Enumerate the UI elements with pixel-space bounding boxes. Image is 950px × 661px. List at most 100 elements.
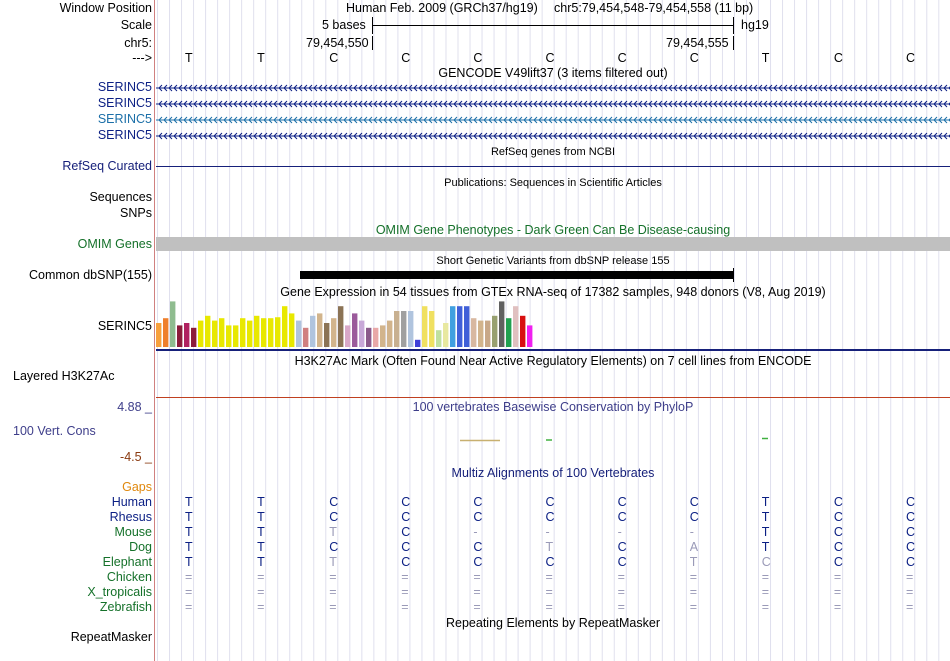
gencode-gene-lines[interactable] [156, 80, 950, 144]
gtex-tissue-bar [282, 306, 288, 347]
repeatmasker-track-title: Repeating Elements by RepeatMasker [445, 616, 660, 630]
species-label[interactable]: Chicken [106, 570, 152, 584]
snps-label[interactable]: SNPs [120, 206, 152, 220]
species-label[interactable]: Human [111, 495, 152, 509]
track-label-divider [154, 0, 155, 661]
gtex-expression-chart[interactable] [156, 299, 536, 348]
refseq-curated-label[interactable]: RefSeq Curated [62, 159, 152, 173]
gtex-tissue-bar [527, 325, 533, 347]
alignment-base: T [689, 555, 698, 569]
gtex-tissue-bar [247, 320, 253, 347]
phylop-track-title: 100 vertebrates Basewise Conservation by… [412, 400, 694, 414]
reference-base: C [473, 51, 483, 65]
alignment-base: T [329, 525, 337, 539]
alignment-base: = [401, 570, 409, 584]
gencode-strand-arrows [158, 84, 950, 92]
scale-bar [373, 25, 733, 26]
gtex-tissue-bar [212, 320, 218, 347]
alignment-base: C [473, 495, 483, 509]
alignment-base: = [329, 585, 337, 599]
alignment-base: = [257, 570, 265, 584]
gencode-gene-label[interactable]: SERINC5 [97, 96, 152, 110]
alignment-base: C [833, 525, 843, 539]
alignment-base: = [473, 600, 481, 614]
alignment-base: C [401, 525, 411, 539]
species-label[interactable]: Zebrafish [99, 600, 152, 614]
alignment-base: C [833, 555, 843, 569]
alignment-base: T [257, 555, 265, 569]
alignment-base: C [833, 510, 843, 524]
alignment-base: C [689, 495, 699, 509]
gtex-tissue-bar [170, 301, 176, 347]
alignment-base: C [473, 510, 483, 524]
sequences-label[interactable]: Sequences [89, 190, 152, 204]
gtex-tissue-bar [485, 320, 491, 347]
phylop-conservation-plot[interactable] [156, 434, 950, 446]
alignment-base: T [185, 510, 193, 524]
alignment-base: = [617, 585, 625, 599]
alignment-base: C [329, 495, 339, 509]
gtex-tissue-bar [296, 320, 302, 347]
gtex-tissue-bar [387, 320, 393, 347]
alignment-base: = [617, 600, 625, 614]
alignment-base: = [761, 570, 770, 584]
gtex-tissue-bar [345, 325, 351, 347]
alignment-base: = [689, 570, 697, 584]
reference-base: C [833, 51, 843, 65]
vert-cons-label[interactable]: 100 Vert. Cons [13, 424, 96, 438]
alignment-base: = [761, 600, 770, 614]
dbsnp-variant-bar[interactable] [300, 271, 734, 279]
alignment-base: = [473, 570, 481, 584]
alignment-base: C [906, 510, 916, 524]
alignment-base: = [761, 585, 770, 599]
alignment-base: = [545, 600, 553, 614]
species-label[interactable]: Elephant [102, 555, 152, 569]
assembly-label: Human Feb. 2009 (GRCh37/hg19) [346, 1, 538, 15]
gtex-tissue-bar [219, 318, 225, 347]
gtex-tissue-bar [457, 306, 463, 347]
alignment-base: T [761, 510, 770, 524]
reference-base: C [401, 51, 411, 65]
reference-base: T [257, 51, 265, 65]
layered-h3k27ac-label[interactable]: Layered H3K27Ac [13, 369, 115, 383]
refseq-gene-line[interactable] [156, 166, 950, 167]
assembly-db-label: hg19 [741, 18, 769, 32]
omim-genes-label[interactable]: OMIM Genes [77, 237, 152, 251]
gencode-gene-label[interactable]: SERINC5 [97, 128, 152, 142]
species-label[interactable]: X_tropicalis [87, 585, 152, 599]
omim-gene-bar[interactable] [156, 237, 950, 251]
species-label[interactable]: Dog [129, 540, 152, 554]
gencode-gene-label[interactable]: SERINC5 [97, 112, 152, 126]
alignment-base: C [761, 555, 771, 569]
reference-base: T [761, 51, 770, 65]
reference-base: C [617, 51, 627, 65]
gaps-label[interactable]: Gaps [122, 480, 152, 494]
gtex-tissue-bar [177, 325, 183, 347]
h3k27ac-track-title: H3K27Ac Mark (Often Found Near Active Re… [294, 354, 812, 368]
h3k27ac-signal-line[interactable] [156, 397, 950, 398]
gencode-track-title: GENCODE V49lift37 (3 items filtered out) [438, 66, 668, 80]
gencode-gene-label[interactable]: SERINC5 [97, 80, 152, 94]
gtex-tissue-bar [303, 327, 309, 347]
gtex-tissue-bar [156, 323, 162, 347]
gtex-tissue-bar [443, 323, 449, 347]
alignment-base: = [257, 600, 265, 614]
coord-right-tick [733, 36, 734, 50]
species-label[interactable]: Mouse [114, 525, 152, 539]
alignment-base: C [545, 510, 555, 524]
common-dbsnp-label[interactable]: Common dbSNP(155) [29, 268, 152, 282]
repeatmasker-label[interactable]: RepeatMasker [70, 630, 152, 644]
phylop-min-value: -4.5 _ [120, 450, 152, 464]
alignment-base: = [617, 570, 625, 584]
alignment-base: = [401, 585, 409, 599]
gtex-gene-label[interactable]: SERINC5 [97, 319, 152, 333]
alignment-base: C [473, 540, 483, 554]
species-label[interactable]: Rhesus [109, 510, 152, 524]
alignment-base: T [761, 540, 770, 554]
position-range[interactable]: chr5:79,454,548-79,454,558 (11 bp) [554, 1, 754, 15]
gtex-tissue-bar [275, 317, 281, 347]
phylop-max-value: 4.88 _ [117, 400, 152, 414]
alignment-base: = [329, 600, 337, 614]
gtex-tissue-bar [436, 330, 442, 347]
gtex-baseline [156, 349, 950, 351]
